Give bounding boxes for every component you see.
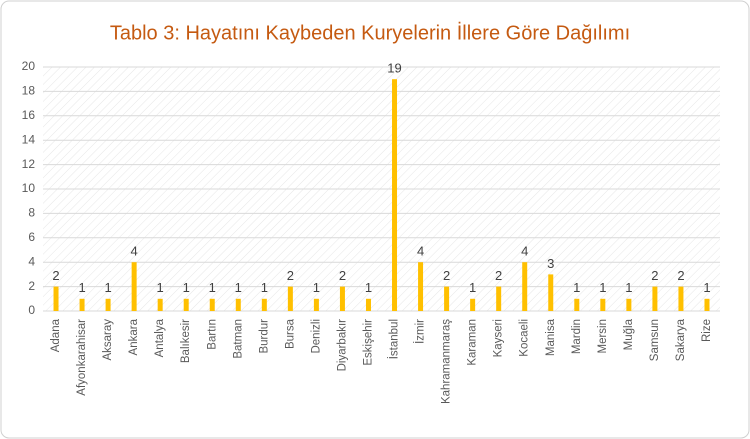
x-tick-label: Kocaeli: [519, 319, 531, 357]
bar: [600, 298, 606, 311]
x-tick-label: Aksaray: [102, 319, 114, 361]
x-tick-label: Bursa: [284, 318, 296, 349]
x-tick-label: Antalya: [154, 318, 166, 357]
x-tick-label: İzmir: [414, 319, 427, 344]
x-tick-label: Muğla: [623, 318, 635, 350]
x-tick-label: Burdur: [258, 319, 270, 354]
y-tick-label: 10: [22, 181, 36, 195]
bar: [79, 298, 85, 311]
x-tick-label: Batman: [232, 319, 244, 359]
bar: [444, 286, 450, 311]
y-tick-label: 8: [28, 206, 35, 220]
x-tick-label: Mardin: [571, 319, 583, 354]
bar: [496, 286, 502, 311]
data-label: 19: [387, 61, 401, 76]
x-tick-label: Ankara: [128, 318, 140, 355]
bar: [365, 298, 371, 311]
data-label: 1: [469, 280, 476, 295]
data-label: 1: [235, 280, 242, 295]
x-tick-label: Samsun: [649, 319, 661, 361]
bar: [157, 298, 163, 311]
x-tick-label: Adana: [50, 318, 62, 352]
data-label: 2: [443, 268, 450, 283]
x-tick-label: Sakarya: [675, 318, 687, 361]
y-tick-label: 12: [22, 157, 36, 171]
bar: [105, 298, 111, 311]
data-label: 1: [157, 280, 164, 295]
y-tick-label: 16: [22, 108, 36, 122]
y-tick-label: 2: [28, 279, 35, 293]
x-tick-label: Bartın: [206, 319, 218, 350]
x-tick-label: Manisa: [545, 318, 557, 356]
x-tick-label: Kayseri: [493, 319, 505, 357]
data-label: 1: [104, 280, 111, 295]
x-tick-label: Diyarbakır: [336, 319, 348, 372]
bar: [209, 298, 215, 311]
y-tick-label: 14: [22, 132, 36, 146]
bar: [131, 262, 137, 311]
bar: [704, 298, 710, 311]
x-tick-label: Afyonkarahisar: [76, 319, 88, 396]
data-label: 2: [52, 268, 59, 283]
x-tick-label: Mersin: [597, 319, 609, 354]
x-tick-label: Kahramanmaraş: [441, 319, 453, 404]
bar: [261, 298, 267, 311]
bar: [183, 298, 189, 311]
data-label: 1: [313, 280, 320, 295]
data-label: 2: [287, 268, 294, 283]
bar: [574, 298, 580, 311]
bar: [235, 298, 241, 311]
data-label: 4: [521, 244, 528, 259]
bar: [339, 286, 345, 311]
bar: [313, 298, 319, 311]
bar: [53, 286, 59, 311]
bar: [548, 274, 554, 311]
y-tick-label: 6: [28, 230, 35, 244]
data-label: 1: [625, 280, 632, 295]
x-tick-label: İstanbul: [388, 319, 401, 359]
data-label: 1: [599, 280, 606, 295]
bar: [418, 262, 424, 311]
bar: [470, 298, 476, 311]
data-label: 1: [703, 280, 710, 295]
bar: [392, 79, 398, 311]
data-label: 4: [417, 244, 424, 259]
bar: [287, 286, 293, 311]
data-label: 2: [651, 268, 658, 283]
y-tick-label: 4: [28, 254, 35, 268]
x-tick-label: Eskişehir: [363, 319, 375, 366]
data-label: 1: [261, 280, 268, 295]
data-label: 1: [365, 280, 372, 295]
x-tick-label: Rize: [701, 319, 713, 342]
data-label: 3: [547, 256, 554, 271]
data-label: 2: [495, 268, 502, 283]
y-tick-label: 18: [22, 84, 36, 98]
y-tick-label: 0: [28, 303, 35, 317]
x-tick-label: Karaman: [467, 319, 479, 366]
chart-title: Tablo 3: Hayatını Kaybeden Kuryelerin İl…: [110, 21, 630, 44]
x-tick-label: Denizli: [310, 319, 322, 354]
data-label: 1: [209, 280, 216, 295]
data-label: 2: [339, 268, 346, 283]
bar: [522, 262, 528, 311]
x-tick-label: Balıkesir: [180, 319, 192, 363]
bar: [678, 286, 684, 311]
data-label: 2: [677, 268, 684, 283]
data-label: 4: [131, 244, 138, 259]
bar: [626, 298, 632, 311]
y-tick-label: 20: [22, 59, 36, 73]
data-label: 1: [78, 280, 85, 295]
data-label: 1: [183, 280, 190, 295]
bar: [652, 286, 658, 311]
data-label: 1: [573, 280, 580, 295]
